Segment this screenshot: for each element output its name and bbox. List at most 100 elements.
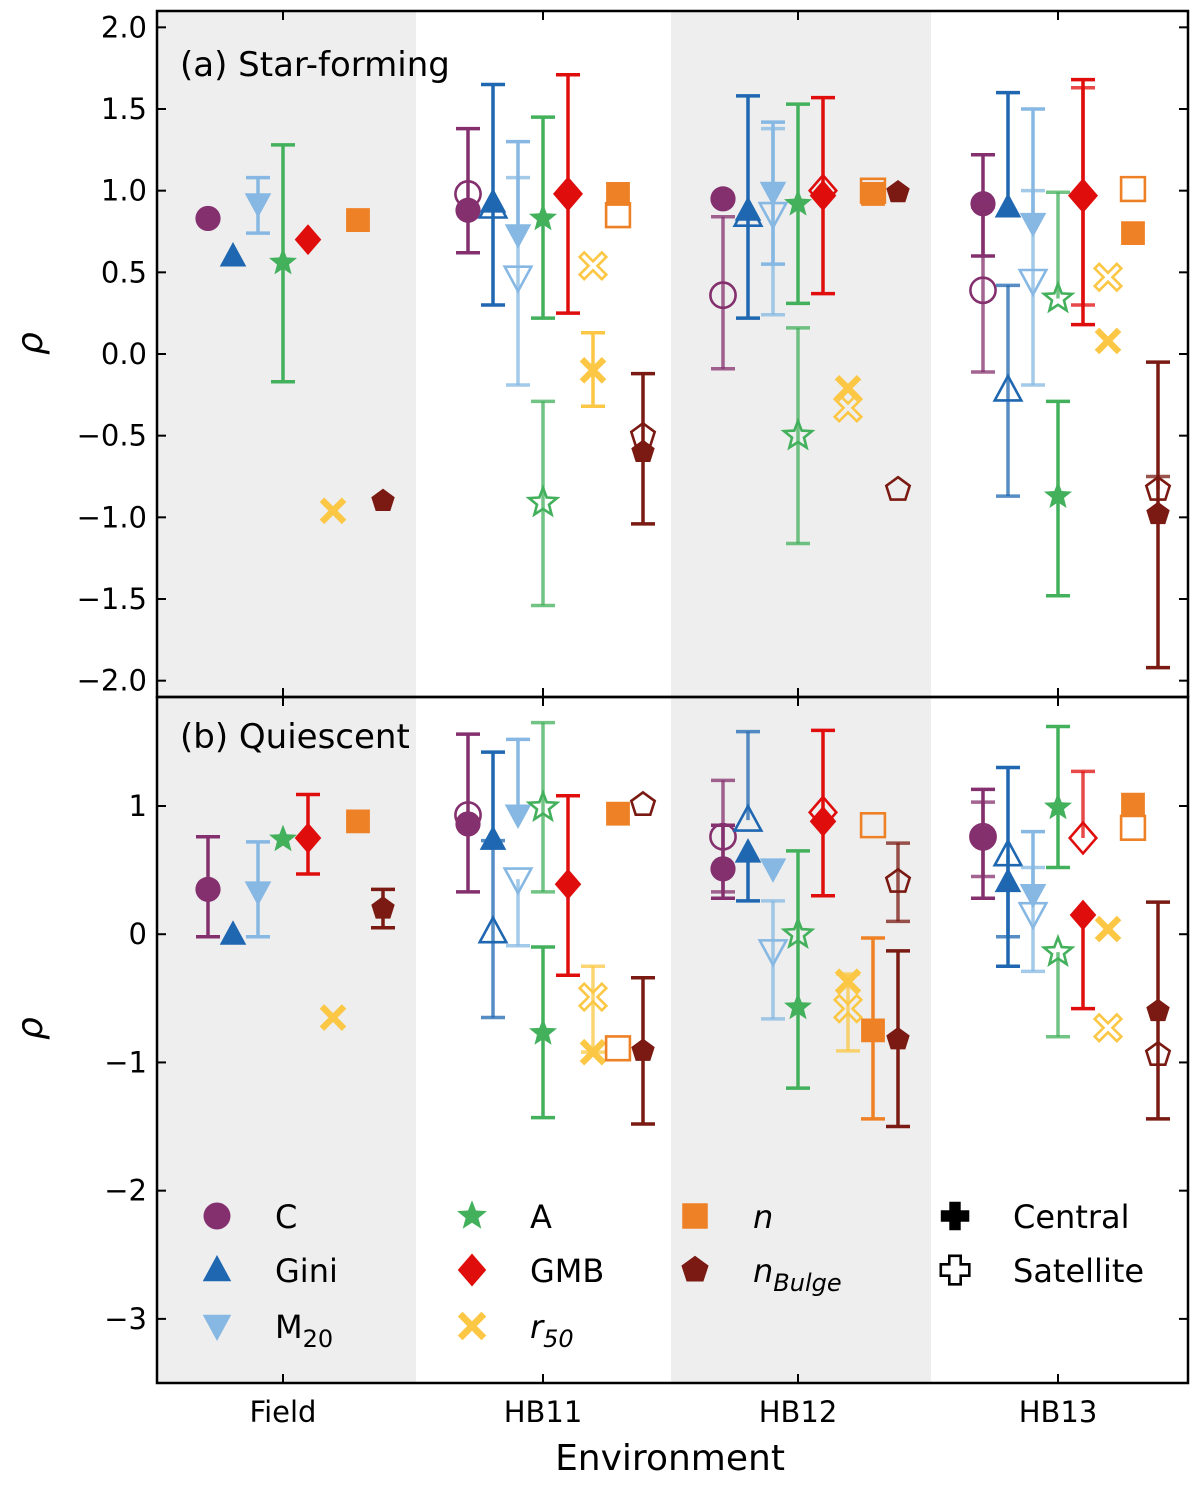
marker-n-central-hb11 bbox=[606, 182, 630, 206]
panel-title-a: (a) Star-forming bbox=[180, 45, 450, 85]
legend-item-3: A bbox=[457, 1198, 552, 1236]
central-marker-icon bbox=[940, 1201, 970, 1231]
y-tick-label: 1 bbox=[129, 789, 147, 823]
marker-GMB-satellite-hb13 bbox=[1067, 820, 1099, 856]
marker-GMB-satellite-hb11 bbox=[552, 176, 584, 212]
marker-C-central-hb11 bbox=[455, 811, 481, 837]
marker-nBulge-central-field bbox=[371, 488, 395, 511]
marker-r50-satellite-hb11 bbox=[577, 250, 609, 281]
y-tick-label: −1.0 bbox=[77, 500, 147, 534]
marker-C-central-hb12 bbox=[710, 186, 736, 212]
marker-Gini-central-hb12 bbox=[734, 838, 762, 863]
marker-Gini-central-field bbox=[219, 242, 247, 267]
marker-n-central-hb11 bbox=[606, 801, 630, 826]
marker-GMB-satellite-hb13 bbox=[1067, 178, 1099, 213]
marker-GMB-central-hb12 bbox=[809, 805, 837, 837]
marker-n-satellite-hb11 bbox=[604, 201, 632, 229]
marker-n-central-field bbox=[346, 208, 370, 232]
y-tick-label: −1.5 bbox=[77, 582, 147, 616]
legend-item-0: C bbox=[203, 1198, 297, 1236]
marker-nBulge-central-hb13 bbox=[1146, 501, 1170, 525]
marker-Gini-satellite-hb12 bbox=[732, 803, 764, 832]
marker-A-satellite-hb12 bbox=[780, 915, 816, 950]
y-tick-label: −0.5 bbox=[77, 419, 147, 453]
marker-M20-satellite-hb11 bbox=[502, 867, 534, 896]
x-tick-label-hb13: HB13 bbox=[1019, 1395, 1098, 1429]
marker-A-central-hb12 bbox=[784, 189, 812, 216]
marker-n-satellite-hb13 bbox=[1119, 814, 1147, 841]
x-tick-label-hb12: HB12 bbox=[759, 1395, 838, 1429]
marker-n-central-hb12 bbox=[861, 1018, 885, 1043]
markers-b bbox=[195, 720, 1172, 1129]
marker-nBulge-central-hb12 bbox=[886, 180, 910, 203]
marker-C-central-field bbox=[195, 876, 221, 902]
y-tick-label: −2.0 bbox=[77, 664, 147, 698]
marker-A-satellite-hb12 bbox=[780, 417, 816, 451]
marker-nBulge-central-hb11 bbox=[631, 1038, 655, 1061]
marker-r50-central-hb13 bbox=[1094, 327, 1122, 355]
axes-frame-b bbox=[155, 695, 1190, 1385]
x-axis-label: Environment bbox=[555, 1438, 785, 1479]
marker-Gini-central-hb11 bbox=[479, 825, 507, 850]
legend-marker-triangle-down bbox=[202, 1314, 232, 1341]
marker-C-central-field bbox=[195, 205, 221, 232]
marker-M20-satellite-hb13 bbox=[1017, 268, 1049, 298]
legend: C Gini M20 A GMB r50 n nBulge Central Satellite bbox=[202, 1198, 1144, 1353]
marker-M20-satellite-hb12 bbox=[757, 939, 789, 968]
marker-GMB-central-hb12 bbox=[809, 180, 837, 211]
marker-nBulge-satellite-hb11 bbox=[629, 421, 657, 447]
marker-Gini-satellite-hb13 bbox=[992, 837, 1024, 867]
legend-label: r50 bbox=[530, 1308, 574, 1353]
legend-marker-circle bbox=[203, 1202, 231, 1230]
marker-n-central-hb13 bbox=[1121, 792, 1145, 817]
marker-n-satellite-hb12 bbox=[859, 812, 887, 839]
marker-M20-satellite-hb12 bbox=[757, 201, 789, 231]
panel-title-b: (b) Quiescent bbox=[180, 717, 410, 757]
legend-label: Gini bbox=[275, 1252, 338, 1290]
legend-item-2: M20 bbox=[202, 1308, 333, 1353]
markers-a bbox=[195, 72, 1172, 670]
legend-item-9: Satellite bbox=[939, 1252, 1144, 1290]
marker-C-satellite-hb11 bbox=[454, 180, 482, 208]
x-ticks: Field HB11 HB12 HB13 bbox=[250, 11, 1098, 1429]
legend-label: A bbox=[530, 1198, 552, 1236]
marker-A-satellite-hb11 bbox=[525, 788, 561, 823]
marker-C-satellite-hb12 bbox=[709, 822, 737, 851]
marker-A-satellite-hb13 bbox=[1040, 933, 1076, 968]
marker-nBulge-central-hb13 bbox=[1146, 998, 1170, 1022]
legend-marker-star bbox=[457, 1200, 487, 1229]
satellite-marker-icon bbox=[939, 1254, 971, 1286]
y-tick-label: −1 bbox=[104, 1045, 147, 1079]
panel-star-forming: −2.0 −1.5 −1.0 −0.5 0.0 0.5 1.0 1.5 2.0 (a) Star… bbox=[10, 10, 1188, 698]
y-tick-label: 2.0 bbox=[101, 10, 147, 44]
marker-Gini-satellite-hb13 bbox=[992, 373, 1024, 402]
marker-Gini-central-field bbox=[219, 920, 247, 945]
legend-item-5: r50 bbox=[457, 1308, 574, 1353]
y-tick-label: −3 bbox=[104, 1302, 147, 1336]
legend-item-4: GMB bbox=[457, 1252, 604, 1290]
marker-C-satellite-hb13 bbox=[969, 822, 997, 851]
marker-r50-satellite-hb13 bbox=[1092, 262, 1124, 293]
marker-A-central-hb13 bbox=[1044, 481, 1072, 508]
y-ticks-b: −3 −2 −1 0 1 bbox=[104, 789, 1188, 1336]
marker-C-central-hb13 bbox=[970, 191, 996, 217]
x-tick-label-field: Field bbox=[250, 1395, 317, 1429]
marker-Gini-satellite-hb11 bbox=[477, 190, 509, 219]
marker-M20-central-field bbox=[244, 193, 272, 218]
marker-C-satellite-hb12 bbox=[709, 281, 737, 310]
marker-A-satellite-hb13 bbox=[1040, 280, 1076, 314]
marker-r50-central-field bbox=[319, 497, 347, 525]
marker-nBulge-satellite-hb12 bbox=[884, 475, 912, 501]
marker-A-satellite-hb11 bbox=[525, 484, 561, 518]
legend-label: n bbox=[753, 1198, 773, 1236]
marker-nBulge-satellite-hb12 bbox=[884, 867, 912, 893]
legend-label: nBulge bbox=[753, 1252, 842, 1297]
marker-r50-satellite-hb11 bbox=[577, 981, 609, 1013]
marker-r50-satellite-hb12 bbox=[832, 392, 864, 424]
legend-label: GMB bbox=[530, 1252, 604, 1290]
legend-marker-square bbox=[682, 1203, 708, 1229]
marker-nBulge-satellite-hb13 bbox=[1144, 475, 1172, 501]
marker-r50-satellite-hb13 bbox=[1092, 1012, 1124, 1043]
legend-label: Satellite bbox=[1013, 1252, 1144, 1290]
y-tick-label: 0.5 bbox=[101, 255, 147, 289]
